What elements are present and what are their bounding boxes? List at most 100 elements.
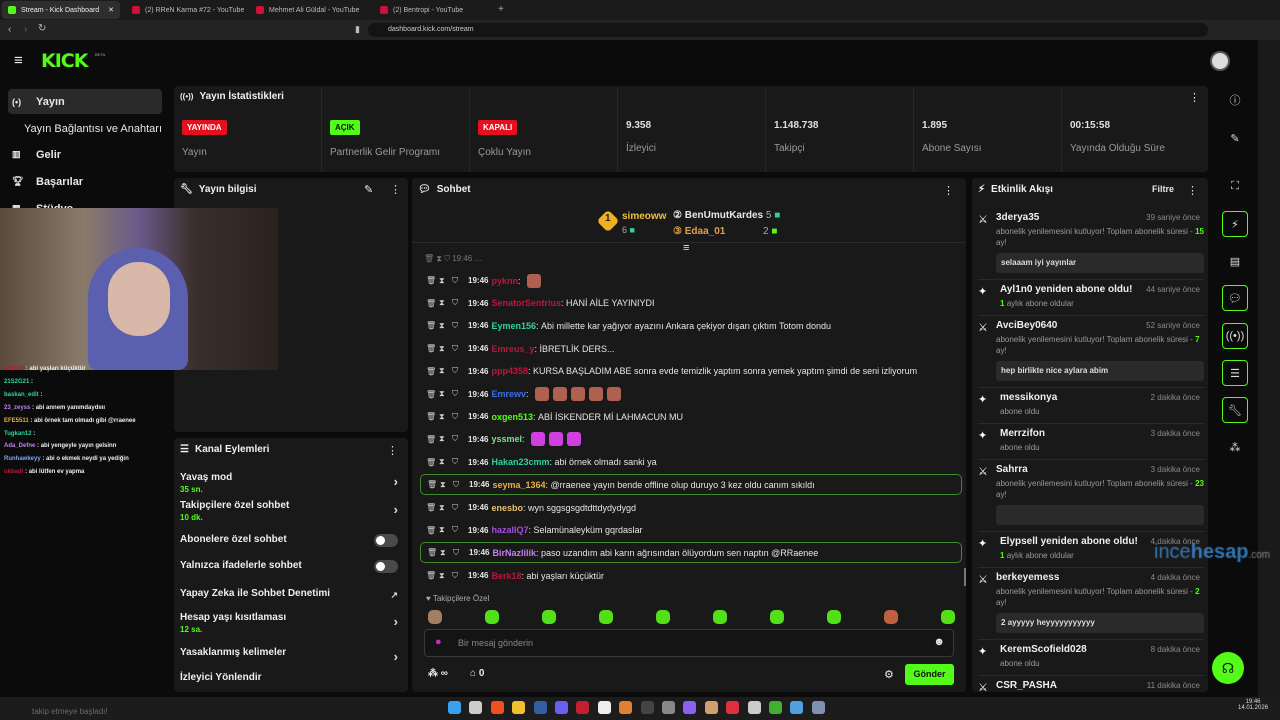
activity-item[interactable]: ✦ Ayl1n0 yeniden abone oldu! 44 saniye önc…	[978, 280, 1204, 316]
browser-tab[interactable]: (2) RReN Karma #72 - YouTube	[126, 1, 244, 19]
timeout-hourglass-icon[interactable]: ⧗	[439, 298, 445, 308]
quick-emote[interactable]	[713, 610, 727, 624]
sidebar-item[interactable]: 🏆︎ Başarılar	[8, 169, 162, 194]
back-icon[interactable]: ‹	[8, 24, 12, 35]
timeout-hourglass-icon[interactable]: ⧗	[439, 366, 445, 376]
delete-icon[interactable]: 🗑︎	[426, 412, 437, 422]
channel-points[interactable]: ⁂ ∞	[428, 668, 448, 679]
ban-shield-icon[interactable]: ⛉	[452, 320, 458, 330]
delete-icon[interactable]: 🗑︎	[426, 571, 437, 581]
camera-focus-icon[interactable]: ⛶	[1231, 179, 1239, 192]
more-options-icon[interactable]: ⋮	[943, 185, 954, 197]
emote-image[interactable]	[589, 387, 604, 401]
leaderboard-user[interactable]: simeoww	[622, 211, 667, 222]
taskbar-app-icon[interactable]	[448, 701, 461, 714]
taskbar-app-icon[interactable]	[619, 701, 633, 714]
browser-tab[interactable]: Stream - Kick Dashboard ✕	[2, 1, 120, 19]
channel-action-item[interactable]: Yalnızca ifadelerle sohbet	[180, 560, 402, 573]
quick-emote[interactable]	[884, 610, 898, 624]
hamburger-menu-icon[interactable]: ≡	[14, 52, 23, 69]
timeout-hourglass-icon[interactable]: ⧗	[439, 389, 445, 398]
timeout-hourglass-icon[interactable]: ⧗	[439, 525, 445, 535]
message-username[interactable]: Emrewv	[491, 389, 526, 399]
emote-image[interactable]	[535, 387, 550, 401]
toggle-switch[interactable]	[374, 560, 398, 573]
timeout-hourglass-icon[interactable]: ⧗	[439, 570, 445, 580]
taskbar-app-icon[interactable]	[747, 701, 761, 714]
taskbar-app-icon[interactable]	[790, 701, 804, 714]
delete-icon[interactable]: 🗑︎	[426, 457, 437, 467]
collapse-leaderboard-icon[interactable]: ≡	[683, 242, 690, 254]
timeout-hourglass-icon[interactable]: ⧗	[439, 502, 445, 512]
taskbar-app-icon[interactable]	[597, 701, 611, 714]
taskbar-app-icon[interactable]	[769, 701, 782, 714]
ban-shield-icon[interactable]: ⛉	[452, 389, 458, 398]
delete-icon[interactable]: 🗑︎	[426, 525, 437, 535]
delete-icon[interactable]: 🗑︎	[426, 366, 437, 376]
close-tab-icon[interactable]: ✕	[108, 7, 114, 14]
emote-image[interactable]	[567, 432, 582, 447]
channel-action-item[interactable]: Yapay Zeka ile Sohbet Denetimi ↗	[180, 588, 402, 600]
chevron-right-icon[interactable]: ›	[393, 614, 398, 629]
activity-item[interactable]: ✦ Merrzifon 3 dakika önce abone oldu	[978, 424, 1204, 460]
message-username[interactable]: Berk18	[491, 570, 522, 581]
activity-item[interactable]: ✦ Elypsell yeniden abone oldu! 4 dakika ön…	[978, 532, 1204, 568]
emote-image[interactable]	[527, 273, 541, 288]
timeout-hourglass-icon[interactable]: ⧗	[439, 457, 445, 467]
quick-emote[interactable]	[656, 610, 670, 624]
shop-button[interactable]: ⌂ 0	[470, 668, 484, 679]
ban-shield-icon[interactable]: ⛉	[452, 457, 458, 467]
send-button[interactable]: Gönder	[905, 664, 954, 685]
profile-avatar[interactable]	[1210, 51, 1230, 71]
edit-pencil-icon[interactable]: ✎	[1230, 132, 1240, 145]
broadcast-icon[interactable]: ((•))	[1222, 323, 1248, 349]
ban-shield-icon[interactable]: ⛉	[453, 479, 459, 489]
message-username[interactable]: enesbo	[491, 502, 523, 513]
ban-shield-icon[interactable]: ⛉	[452, 502, 458, 512]
chat-settings-gear-icon[interactable]: ⚙	[884, 669, 894, 681]
new-tab-button[interactable]: +	[498, 4, 504, 15]
message-username[interactable]: seyma_1364	[492, 479, 546, 490]
delete-icon[interactable]: 🗑︎	[427, 548, 438, 558]
bookmark-icon[interactable]: ▮	[355, 24, 360, 34]
taskbar-app-icon[interactable]	[726, 701, 740, 714]
quick-emote[interactable]	[428, 610, 442, 624]
channel-action-item[interactable]: Yasaklanmış kelimeler ›	[180, 647, 402, 664]
taskbar-app-icon[interactable]	[533, 701, 547, 714]
timeout-hourglass-icon[interactable]: ⧗	[439, 320, 445, 330]
support-headset-icon[interactable]: ☊	[1212, 652, 1244, 684]
delete-icon[interactable]: 🗑︎	[426, 344, 437, 354]
filter-button[interactable]: Filtre	[1152, 184, 1175, 194]
edit-pencil-icon[interactable]: ✎	[364, 184, 374, 196]
activity-item[interactable]: ⚔ berkeyemess 4 dakika önce abonelik yenile…	[978, 568, 1204, 640]
ban-shield-icon[interactable]: ⛉	[452, 570, 458, 580]
more-options-icon[interactable]: ⋮	[387, 445, 398, 457]
channel-action-item[interactable]: Abonelere özel sohbet	[180, 534, 402, 547]
reload-icon[interactable]: ↻	[38, 23, 47, 34]
timeout-hourglass-icon[interactable]: ⧗	[440, 547, 446, 557]
lightning-icon[interactable]: ⚡︎	[1222, 211, 1248, 237]
taskbar-app-icon[interactable]	[469, 701, 483, 714]
taskbar-app-icon[interactable]	[490, 701, 504, 714]
ban-shield-icon[interactable]: ⛉	[452, 298, 458, 308]
ban-shield-icon[interactable]: ⛉	[452, 411, 458, 421]
ban-shield-icon[interactable]: ⛉	[452, 434, 458, 444]
delete-icon[interactable]: 🗑︎	[426, 298, 437, 308]
message-username[interactable]: pyknn	[491, 275, 518, 286]
timeout-hourglass-icon[interactable]: ⧗	[439, 343, 445, 353]
emote-image[interactable]	[571, 387, 586, 401]
quick-emote[interactable]	[827, 610, 841, 624]
message-username[interactable]: BirNazlilik	[492, 547, 536, 558]
taskbar-app-icon[interactable]	[811, 701, 825, 714]
chevron-right-icon[interactable]: ›	[393, 649, 398, 664]
connections-icon[interactable]: ⁂	[1229, 441, 1241, 454]
emoji-picker-icon[interactable]: ☻	[933, 636, 945, 648]
ban-shield-icon[interactable]: ⛉	[452, 343, 458, 353]
ban-shield-icon[interactable]: ⛉	[452, 366, 458, 376]
toggle-switch[interactable]	[374, 534, 398, 547]
url-field[interactable]: dashboard.kick.com/stream	[368, 23, 1208, 37]
taskbar-app-icon[interactable]	[704, 701, 718, 714]
emote-image[interactable]	[553, 387, 568, 401]
microphone-icon[interactable]: ●	[435, 636, 442, 648]
